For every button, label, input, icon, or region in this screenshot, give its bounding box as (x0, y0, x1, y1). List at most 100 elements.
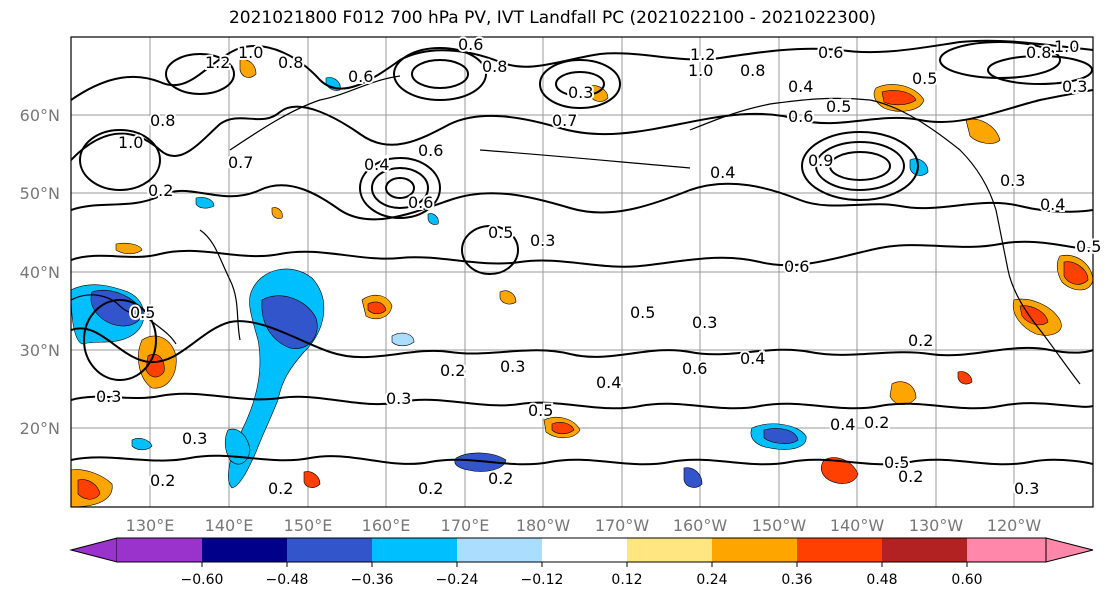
contour-label: 0.3 (96, 387, 121, 406)
colorbar-tick-label: −0.48 (266, 572, 309, 588)
lon-label: 130°W (909, 516, 964, 535)
contour-label: 0.2 (864, 413, 889, 432)
contour-label: 0.4 (710, 163, 735, 182)
lon-label: 150°E (284, 516, 333, 535)
colorbar-tick-label: −0.60 (181, 572, 224, 588)
contour-label: 1.0 (1054, 37, 1079, 56)
contour-label: 0.7 (228, 153, 253, 172)
contour-labels: 1.0 1.2 0.8 0.6 0.6 0.8 0.3 0.7 1.2 1.0 … (94, 33, 1103, 500)
colorbar-tick-label: 0.36 (781, 572, 812, 588)
lon-label: 170°E (441, 516, 490, 535)
contour-label: 0.2 (898, 467, 923, 486)
contour-label: 0.3 (568, 83, 593, 102)
graticule (71, 37, 1093, 507)
contour-label: 0.4 (364, 155, 389, 174)
contour-label: 0.3 (182, 429, 207, 448)
colorbar: −0.60 −0.48 −0.36 −0.24 −0.12 0.12 0.24 … (69, 537, 1094, 588)
contour-label: 0.5 (1076, 237, 1101, 256)
contour-label: 0.8 (150, 111, 175, 130)
contour-label: 0.4 (1040, 195, 1065, 214)
lon-label: 180°W (516, 516, 571, 535)
contour-label: 0.2 (418, 479, 443, 498)
contour-label: 0.4 (788, 77, 813, 96)
colorbar-segment (117, 538, 202, 562)
contour-label: 0.8 (278, 53, 303, 72)
contour-label: 0.7 (552, 111, 577, 130)
contour-label: 0.6 (784, 257, 809, 276)
contour-label: 0.8 (482, 57, 507, 76)
contour-label: 0.2 (908, 331, 933, 350)
contour-label: 0.9 (808, 151, 833, 170)
contour-label: 0.2 (488, 469, 513, 488)
colorbar-segment (882, 538, 967, 562)
contour-label: 0.6 (348, 67, 373, 86)
contour-label: 1.0 (118, 133, 143, 152)
map-frame (70, 36, 1094, 508)
contour-label: 0.2 (440, 361, 465, 380)
colorbar-segment (542, 538, 627, 562)
contour-label: 0.5 (488, 223, 513, 242)
contour-label: 0.3 (386, 389, 411, 408)
contour-label: 1.2 (205, 53, 230, 72)
lon-label: 150°W (752, 516, 807, 535)
contour-label: 0.4 (596, 373, 621, 392)
lat-label: 30°N (20, 341, 60, 360)
colorbar-segment (457, 538, 542, 562)
contour-label: 0.8 (740, 61, 765, 80)
contour-label: 0.3 (1062, 77, 1087, 96)
contour-label: 0.6 (458, 35, 483, 54)
contour-label: 0.6 (818, 43, 843, 62)
colorbar-tick-label: 0.24 (696, 572, 727, 588)
contour-label: 0.4 (830, 415, 855, 434)
lat-label: 20°N (20, 419, 60, 438)
lon-label: 140°E (205, 516, 254, 535)
contour-label: 0.3 (692, 313, 717, 332)
lat-label: 40°N (20, 263, 60, 282)
lat-label: 60°N (20, 106, 60, 125)
contour-label: 0.3 (1000, 171, 1025, 190)
colorbar-segment (627, 538, 712, 562)
colorbar-tick-label: −0.24 (436, 572, 479, 588)
contour-label: 0.6 (682, 359, 707, 378)
contour-label: 0.5 (884, 453, 909, 472)
contour-label: 0.2 (148, 181, 173, 200)
map-title: 2021021800 F012 700 hPa PV, IVT Landfall… (228, 8, 876, 28)
contour-label: 0.3 (500, 357, 525, 376)
lon-label: 160°E (362, 516, 411, 535)
colorbar-min-arrow (69, 537, 118, 563)
contour-label: 1.2 (690, 45, 715, 64)
lon-label: 160°W (673, 516, 728, 535)
contour-label: 0.3 (530, 231, 555, 250)
contour-label: 0.2 (150, 471, 175, 490)
contour-label: 0.3 (1014, 479, 1039, 498)
lon-label: 140°W (830, 516, 885, 535)
colorbar-tick-label: 0.60 (951, 572, 982, 588)
colorbar-tick-label: 0.12 (611, 572, 642, 588)
lon-label: 130°E (126, 516, 175, 535)
colorbar-segment (202, 538, 287, 562)
pv-contours (71, 39, 1093, 466)
contour-label: 1.0 (238, 43, 263, 62)
contour-label: 0.5 (528, 401, 553, 420)
colorbar-tick-label: 0.48 (866, 572, 897, 588)
contour-label: 0.2 (268, 479, 293, 498)
colorbar-segment (287, 538, 372, 562)
contour-label: 1.0 (688, 61, 713, 80)
colorbar-segment (797, 538, 882, 562)
contour-label: 0.6 (418, 141, 443, 160)
contour-label: 0.6 (788, 107, 813, 126)
contour-label: 0.5 (912, 69, 937, 88)
colorbar-segment (372, 538, 457, 562)
colorbar-segment (712, 538, 797, 562)
lon-label: 170°W (595, 516, 650, 535)
lat-label: 50°N (20, 184, 60, 203)
coastlines (71, 75, 1081, 385)
colorbar-segment (967, 538, 1046, 562)
contour-label: 0.5 (630, 303, 655, 322)
contour-label: 0.5 (130, 303, 155, 322)
contour-label: 0.6 (408, 193, 433, 212)
contour-label: 0.5 (826, 97, 851, 116)
contour-label: 0.8 (1026, 43, 1051, 62)
lon-label: 120°W (987, 516, 1042, 535)
